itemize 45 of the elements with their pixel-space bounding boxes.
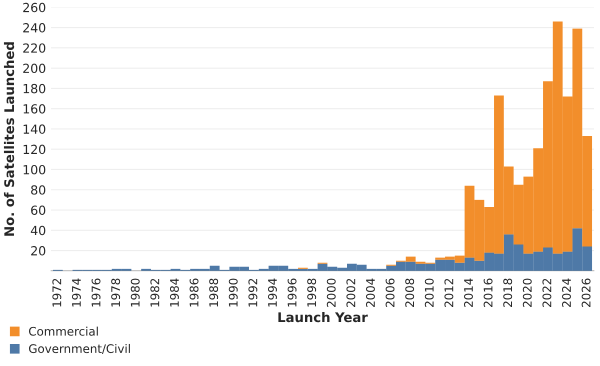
y-tick-label: 40 [30, 226, 46, 236]
x-tick-label: 1996 [288, 278, 297, 307]
x-tick-label: 1974 [72, 278, 81, 307]
y-tick-label: 60 [31, 206, 46, 215]
y-tick-label: 140 [24, 124, 46, 134]
y-tick-label: 20 [31, 246, 46, 256]
y-tick-label: 260 [23, 2, 46, 12]
y-tick-label: 200 [23, 64, 46, 74]
x-tick-label: 2008 [405, 278, 414, 307]
x-tick-label: 1990 [228, 278, 238, 307]
x-tick-label: 2018 [503, 278, 512, 307]
x-tick-label: 1972 [52, 278, 62, 307]
y-tick-label: 80 [31, 185, 46, 195]
x-tick-label: 1988 [209, 278, 218, 307]
x-tick-label: 2024 [562, 278, 571, 307]
x-tick-label: 1982 [150, 278, 160, 307]
x-tick-label: 1992 [248, 278, 258, 307]
x-tick-label: 2002 [346, 278, 356, 307]
x-tick-label: 1986 [190, 278, 199, 307]
y-tick-label: 100 [24, 164, 46, 174]
y-axis-title: No. of Satellites Launched [4, 42, 14, 236]
x-tick-label: 2004 [366, 278, 375, 307]
x-tick-label: 2026 [582, 278, 591, 307]
legend-label: Commercial [28, 326, 98, 336]
y-tick-label: 180 [24, 84, 46, 94]
y-tick-label: 220 [23, 43, 46, 53]
x-tick-label: 2010 [424, 278, 434, 307]
x-tick-label: 2022 [542, 278, 552, 307]
x-tick-label: 1980 [130, 278, 140, 307]
legend-label: Government/Civil [28, 344, 130, 354]
x-axis-title: Launch Year [278, 312, 368, 322]
y-tick-label: 240 [23, 23, 46, 33]
x-tick-label: 1978 [111, 278, 120, 307]
x-tick-label: 2014 [464, 278, 473, 307]
x-tick-label: 1984 [170, 278, 179, 307]
x-tick-label: 1976 [92, 278, 100, 307]
x-tick-label: 2012 [444, 278, 454, 307]
x-tick-label: 1998 [307, 278, 316, 307]
x-tick-label: 2006 [386, 278, 395, 307]
y-tick-label: 120 [24, 144, 46, 154]
y-tick-label: 160 [24, 104, 46, 114]
x-tick-label: 2000 [326, 278, 336, 307]
x-tick-label: 2016 [484, 278, 493, 307]
x-tick-label: 2020 [522, 278, 532, 307]
x-tick-label: 1994 [268, 278, 277, 307]
